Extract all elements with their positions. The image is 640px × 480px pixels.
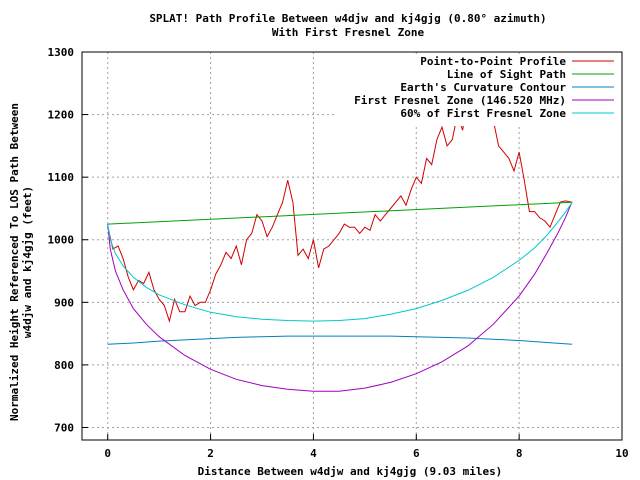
series-line-4 — [107, 201, 573, 322]
y-tick-label: 1300 — [48, 46, 75, 59]
y-axis-label-line1: Normalized Height Referenced To LOS Path… — [8, 103, 21, 421]
chart-title: SPLAT! Path Profile Between w4djw and kj… — [149, 12, 546, 25]
y-tick-label: 800 — [54, 359, 74, 372]
series-line-3 — [107, 201, 573, 392]
x-tick-label: 6 — [413, 447, 420, 460]
y-tick-label: 1000 — [48, 234, 75, 247]
series-line-1 — [107, 201, 573, 225]
x-tick-label: 10 — [615, 447, 628, 460]
y-axis-label-line2: w4djw and kj4gjg (feet) — [21, 186, 34, 338]
x-tick-label: 4 — [310, 447, 317, 460]
y-tick-label: 900 — [54, 296, 74, 309]
series-line-2 — [107, 335, 573, 345]
legend-entry-label: Point-to-Point Profile — [420, 55, 566, 68]
legend-entry-label: Earth's Curvature Contour — [400, 81, 566, 94]
x-tick-label: 2 — [207, 447, 214, 460]
y-tick-label: 1100 — [48, 171, 75, 184]
series-lines — [107, 73, 573, 392]
legend-entry-label: First Fresnel Zone (146.520 MHz) — [354, 94, 566, 107]
axis-ticks: 0 2 4 6 8 10 700 800 900 1000 1100 1200 1300 — [48, 46, 629, 460]
legend-background — [335, 55, 621, 126]
chart-subtitle: With First Fresnel Zone — [272, 26, 425, 39]
legend-entry-label: 60% of First Fresnel Zone — [400, 107, 566, 120]
y-tick-label: 700 — [54, 421, 74, 434]
x-tick-label: 8 — [516, 447, 523, 460]
y-tick-label: 1200 — [48, 109, 75, 122]
x-tick-label: 0 — [104, 447, 111, 460]
x-axis-label: Distance Between w4djw and kj4gjg (9.03 … — [198, 465, 503, 478]
plot-frame — [81, 51, 623, 441]
legend-entry-label: Line of Sight Path — [447, 68, 566, 81]
